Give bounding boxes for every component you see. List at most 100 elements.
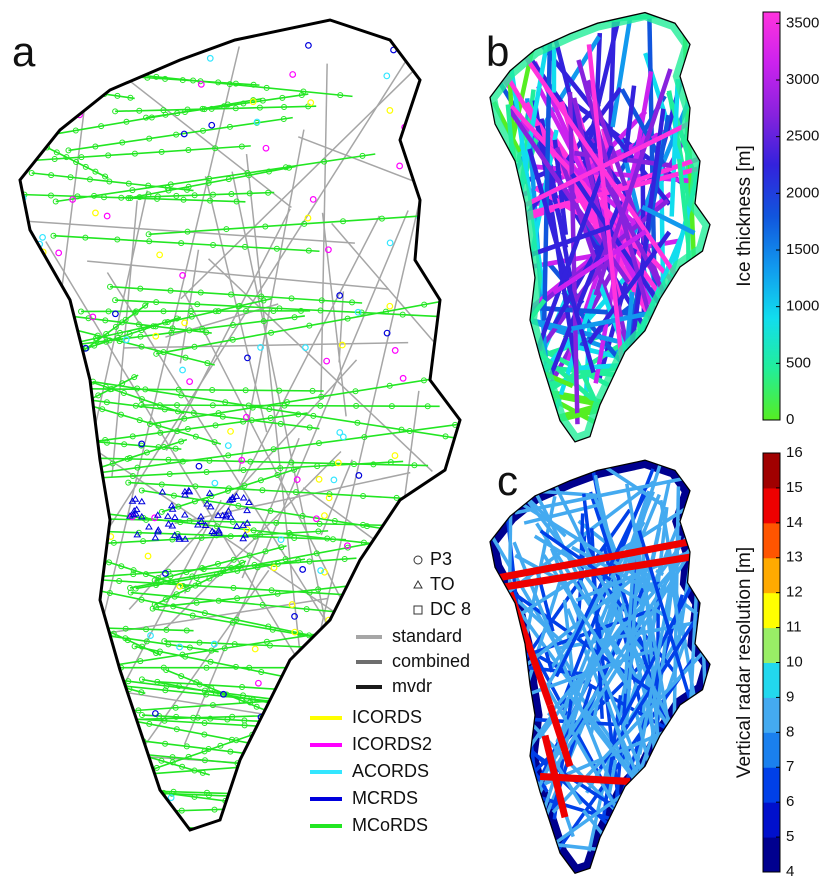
- legend-marker: [413, 605, 423, 615]
- colorbar-segment: [763, 662, 780, 698]
- sample: [78, 154, 85, 161]
- sample: [36, 38, 43, 45]
- sample: [98, 801, 106, 809]
- sample: [397, 543, 404, 550]
- sample: [213, 571, 220, 578]
- track: [35, 43, 143, 104]
- sample: [119, 319, 126, 326]
- sample: [321, 726, 328, 733]
- sample: [157, 4, 162, 9]
- sample: [280, 795, 287, 802]
- sample: [205, 489, 214, 496]
- colorbar-tick-label: 16: [786, 444, 803, 461]
- colorbar-tick-label: 3000: [786, 71, 819, 88]
- sample: [164, 512, 172, 519]
- sample: [191, 192, 198, 199]
- panel-b-map: [489, 11, 711, 443]
- sample: [62, 771, 69, 778]
- sample: [121, 441, 128, 448]
- sample: [449, 379, 457, 387]
- track: [542, 31, 553, 321]
- sample: [121, 50, 128, 57]
- sample: [171, 593, 178, 600]
- sample: [95, 573, 102, 580]
- sample: [206, 175, 213, 182]
- sample: [169, 325, 176, 332]
- sample: [241, 802, 248, 810]
- colorbar-tick-label: 11: [786, 619, 802, 636]
- sample: [284, 836, 289, 841]
- sample: [34, 139, 41, 146]
- sample: [23, 715, 30, 722]
- sample: [197, 80, 205, 88]
- sample: [112, 310, 119, 318]
- sample: [222, 510, 231, 518]
- track: [407, 717, 458, 794]
- sample: [318, 840, 323, 845]
- sample: [234, 595, 241, 602]
- sample: [93, 555, 100, 562]
- track: [78, 585, 343, 643]
- sample: [129, 433, 136, 440]
- sample: [122, 336, 130, 344]
- sample: [173, 192, 180, 199]
- sample: [430, 64, 438, 72]
- track: [231, 171, 361, 787]
- sample: [114, 236, 121, 243]
- sample: [138, 343, 145, 350]
- sample: [193, 679, 200, 686]
- sample: [330, 476, 338, 484]
- sample: [137, 751, 144, 758]
- sample: [95, 392, 102, 399]
- sample: [358, 309, 365, 316]
- sample: [79, 66, 86, 73]
- sample: [25, 781, 32, 788]
- sample: [85, 770, 93, 778]
- sample: [33, 99, 40, 106]
- sample: [266, 642, 273, 649]
- sample: [105, 42, 113, 50]
- sample: [242, 308, 249, 315]
- sample: [137, 497, 146, 505]
- sample: [153, 650, 160, 657]
- sample: [276, 387, 283, 394]
- sample: [212, 145, 219, 152]
- sample: [190, 714, 197, 721]
- sample: [185, 487, 194, 495]
- sample: [386, 239, 394, 247]
- sample: [86, 438, 93, 445]
- sample: [181, 415, 188, 422]
- sample: [224, 442, 232, 450]
- track: [624, 389, 675, 416]
- sample: [265, 623, 272, 630]
- sample: [268, 329, 275, 336]
- sample: [201, 720, 208, 727]
- sample: [366, 691, 373, 698]
- sample: [132, 505, 141, 513]
- sample: [201, 687, 208, 694]
- sample: [309, 387, 316, 394]
- sample: [309, 803, 316, 810]
- sample: [137, 333, 144, 340]
- sample: [53, 94, 61, 102]
- sample: [179, 651, 186, 658]
- sample: [232, 522, 241, 530]
- sample: [145, 522, 153, 530]
- sample: [199, 564, 206, 571]
- sample: [306, 558, 313, 565]
- sample: [454, 46, 460, 54]
- sample: [162, 570, 169, 577]
- sample: [283, 805, 290, 812]
- sample: [315, 528, 322, 535]
- sample: [243, 519, 252, 526]
- sample: [74, 768, 81, 775]
- sample: [275, 719, 282, 726]
- sample: [266, 406, 273, 413]
- sample: [185, 183, 192, 190]
- track: [567, 91, 580, 425]
- sample: [171, 513, 179, 520]
- sample: [277, 465, 284, 472]
- sample: [232, 80, 239, 87]
- sample: [41, 385, 48, 392]
- sample: [253, 703, 260, 710]
